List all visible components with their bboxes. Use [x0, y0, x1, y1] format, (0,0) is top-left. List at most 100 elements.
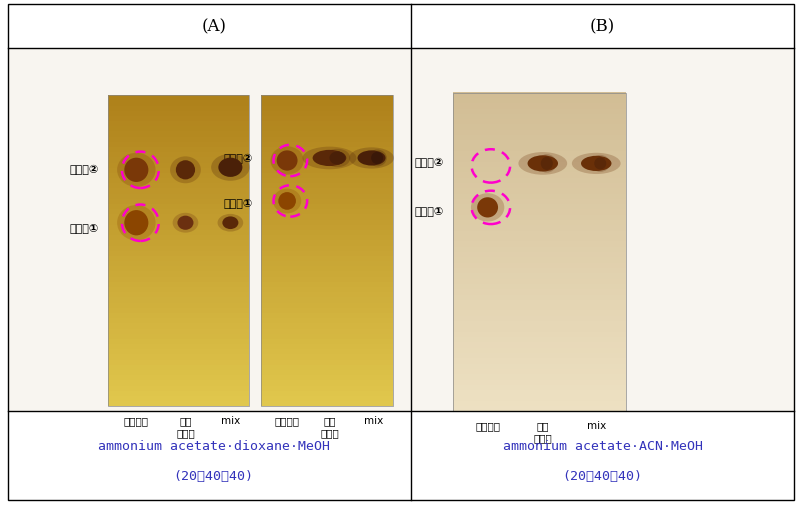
Bar: [453, 215, 626, 221]
Bar: [261, 178, 393, 184]
Bar: [108, 116, 249, 122]
Bar: [108, 323, 249, 329]
Bar: [453, 173, 626, 178]
Bar: [453, 199, 626, 205]
Bar: [108, 256, 249, 262]
Bar: [453, 363, 626, 369]
Bar: [261, 210, 393, 215]
Bar: [108, 173, 249, 179]
Bar: [261, 302, 393, 308]
Bar: [453, 342, 626, 348]
Bar: [261, 313, 393, 319]
Bar: [108, 168, 249, 174]
Bar: [261, 370, 393, 376]
Bar: [453, 385, 626, 390]
Bar: [261, 153, 393, 158]
Bar: [261, 250, 393, 257]
Bar: [453, 93, 626, 99]
Bar: [108, 385, 249, 391]
Ellipse shape: [124, 159, 148, 183]
Bar: [108, 147, 249, 153]
Bar: [453, 135, 626, 141]
Bar: [453, 236, 626, 242]
Text: 드호
페리돈: 드호 페리돈: [533, 421, 552, 442]
Bar: [108, 95, 249, 101]
Bar: [261, 225, 393, 230]
Bar: [261, 318, 393, 324]
Bar: [453, 120, 626, 125]
Bar: [453, 374, 626, 380]
Bar: [108, 375, 249, 381]
Bar: [261, 183, 393, 189]
Bar: [261, 173, 393, 179]
Bar: [261, 194, 393, 199]
Bar: [261, 365, 393, 370]
Bar: [108, 277, 249, 282]
Text: 돘페리돈: 돘페리돈: [274, 416, 300, 426]
Bar: [261, 360, 393, 365]
Bar: [261, 168, 393, 174]
Ellipse shape: [211, 155, 249, 181]
Bar: [108, 245, 249, 251]
Bar: [453, 241, 626, 247]
Bar: [261, 95, 393, 101]
Bar: [453, 210, 626, 216]
Bar: [108, 220, 249, 225]
Text: mix: mix: [221, 416, 240, 426]
Ellipse shape: [278, 193, 296, 211]
Bar: [453, 294, 626, 300]
Bar: [108, 240, 249, 246]
Text: 주반점②: 주반점②: [224, 154, 253, 164]
Bar: [108, 370, 249, 376]
Bar: [453, 263, 626, 269]
Bar: [261, 126, 393, 132]
Bar: [108, 355, 249, 360]
Bar: [261, 297, 393, 303]
Bar: [261, 188, 393, 194]
Bar: [453, 268, 626, 274]
Bar: [453, 231, 626, 236]
Bar: [261, 401, 393, 407]
Ellipse shape: [325, 149, 350, 168]
Ellipse shape: [518, 153, 567, 175]
Bar: [453, 130, 626, 136]
Ellipse shape: [477, 198, 498, 218]
Ellipse shape: [349, 148, 394, 169]
Bar: [108, 313, 249, 319]
Bar: [108, 158, 249, 163]
Ellipse shape: [537, 155, 557, 173]
Bar: [108, 235, 249, 241]
Bar: [108, 183, 249, 189]
Bar: [108, 230, 249, 236]
Ellipse shape: [371, 153, 383, 165]
Text: 주반점①: 주반점①: [415, 207, 444, 217]
Bar: [453, 157, 626, 163]
Bar: [261, 204, 393, 210]
Bar: [453, 390, 626, 396]
Bar: [453, 162, 626, 168]
Bar: [261, 106, 393, 112]
Bar: [108, 153, 249, 158]
Bar: [453, 273, 626, 279]
Ellipse shape: [367, 150, 387, 167]
Ellipse shape: [358, 151, 386, 166]
Bar: [453, 337, 626, 342]
Ellipse shape: [277, 151, 298, 171]
Bar: [261, 323, 393, 329]
Bar: [108, 250, 249, 257]
Text: (B): (B): [590, 18, 615, 35]
Bar: [261, 240, 393, 246]
Text: (20：40：40): (20：40：40): [563, 469, 642, 482]
Bar: [453, 252, 626, 258]
Bar: [453, 188, 626, 194]
Bar: [453, 352, 626, 359]
Bar: [108, 339, 249, 344]
Bar: [453, 167, 626, 173]
Bar: [261, 220, 393, 225]
Bar: [453, 316, 626, 321]
Bar: [453, 321, 626, 327]
Bar: [453, 225, 626, 231]
Bar: [453, 289, 626, 295]
Text: 주반점①: 주반점①: [70, 223, 99, 233]
Ellipse shape: [170, 157, 200, 184]
